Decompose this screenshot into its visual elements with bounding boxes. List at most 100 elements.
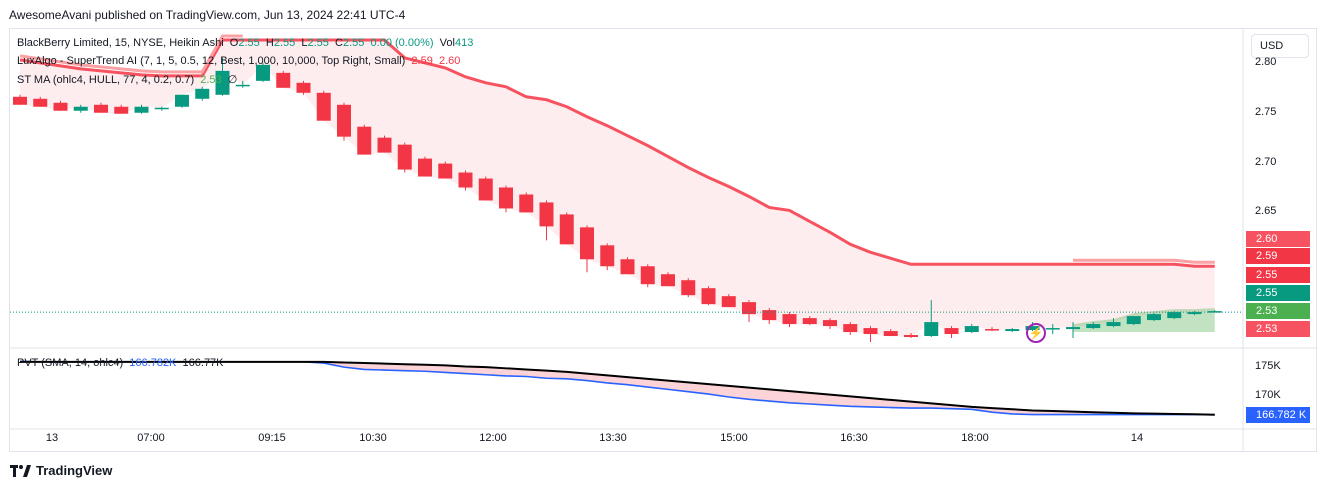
candle [377,135,392,153]
candle [94,102,108,113]
candle-body [276,72,291,88]
candle [1066,322,1080,339]
legend-pvt[interactable]: PVT (SMA, 14, ohlc4) [17,357,124,369]
time-tick-label: 12:00 [479,432,507,444]
candle-body [924,322,939,337]
candle [661,272,675,287]
legend-lux-value2: 2.60 [438,55,461,67]
candle [154,106,169,111]
candle-body [53,102,68,111]
legend-luxalgo[interactable]: LuxAlgo - SuperTrend AI (7, 1, 5, 0.5, 1… [17,55,406,67]
candle [1045,324,1060,335]
legend-lux-value1: 2.59 [411,55,433,67]
legend-stma[interactable]: ST MA (ohlc4, HULL, 77, 4, 0.2, 0.7) [17,74,195,86]
candle [904,333,918,339]
candle [843,322,858,336]
supertrend-band [19,34,243,74]
candle [1005,328,1020,333]
candles [13,57,1222,343]
candle-body [1005,329,1020,332]
candle-body [539,202,554,227]
candle [195,86,210,101]
price-badge: 2.53 [1246,303,1310,319]
candle [418,156,432,177]
legend-high: 2.55 [273,37,296,49]
candle [1106,318,1121,328]
price-badge: 2.59 [1246,248,1310,264]
tradingview-logo-icon [10,464,31,477]
candle-body [377,137,392,153]
candle [519,192,534,213]
legend-symbol[interactable]: BlackBerry Limited, 15, NYSE, Heikin Ash… [17,37,224,49]
time-tick-label: 14 [1130,432,1144,444]
legend-l-label: L [301,37,308,49]
publish-info: AwesomeAvani published on TradingView.co… [9,8,406,22]
time-tick-label: 13 [45,432,59,444]
pvt-tick-label: 170K [1255,388,1281,401]
candle-body [337,104,351,137]
price-tick-label: 2.80 [1255,55,1277,68]
candle-body [802,318,817,325]
candle [742,300,756,323]
legend-luxalgo-row: LuxAlgo - SuperTrend AI (7, 1, 5, 0.5, 1… [17,55,460,67]
candle [640,264,655,288]
lightning-icon[interactable]: ⚡ [1026,323,1046,343]
pvt-pane [19,360,1215,416]
candle-body [154,107,169,110]
candle [13,94,27,105]
candle [397,142,412,173]
candle-body [1066,327,1080,330]
candle [883,329,898,337]
candle [944,326,959,339]
currency-button[interactable]: USD [1251,34,1309,58]
candle [1207,310,1222,313]
legend-volume: 413 [454,37,474,49]
candle-body [782,314,797,325]
candle [134,104,149,114]
legend-pvt-value2: 166.77K [182,357,224,369]
candle [863,326,878,343]
candle-body [620,259,635,275]
time-tick-label: 07:00 [137,432,165,444]
legend-pvt-value1: 166.782K [129,357,177,369]
candle [802,316,817,326]
legend-open: 2.55 [238,37,260,49]
candle [681,278,696,298]
legend-o-label: O [229,37,239,49]
candle-body [1167,312,1182,319]
price-badge: 2.53 [1246,321,1310,337]
candle-body [1086,324,1101,329]
candle [276,70,291,88]
candle-body [681,280,696,296]
candle-body [640,266,655,285]
candle-body [458,172,473,188]
candle-body [762,310,777,321]
legend-stma-symbol: ∅ [227,74,238,86]
candle [985,327,999,332]
legend-close: 2.55 [343,37,365,49]
candle-body [1106,322,1121,327]
time-tick-label: 16:30 [840,432,868,444]
tradingview-logo[interactable]: TradingView [10,463,112,478]
candle [782,312,797,328]
candle-body [1147,314,1161,321]
time-tick-label: 15:00 [720,432,748,444]
candle-body [883,331,898,337]
legend-pvt-row: PVT (SMA, 14, ohlc4) 166.782K 166.77K [17,357,224,369]
candle-body [843,324,858,333]
candle [53,100,68,111]
candle-body [1045,328,1060,330]
candle [114,104,129,114]
candle-body [418,158,432,177]
candle [620,257,635,275]
candle-body [519,194,534,213]
candle [1147,313,1161,322]
candle-body [721,296,736,308]
legend-change: 0.00 (0.00%) [370,37,434,49]
candle-body [863,328,878,335]
legend-stma-row: ST MA (ohlc4, HULL, 77, 4, 0.2, 0.7) 2.5… [17,73,237,86]
candle-body [823,320,837,327]
time-tick-label: 09:15 [258,432,286,444]
candle [215,57,230,96]
